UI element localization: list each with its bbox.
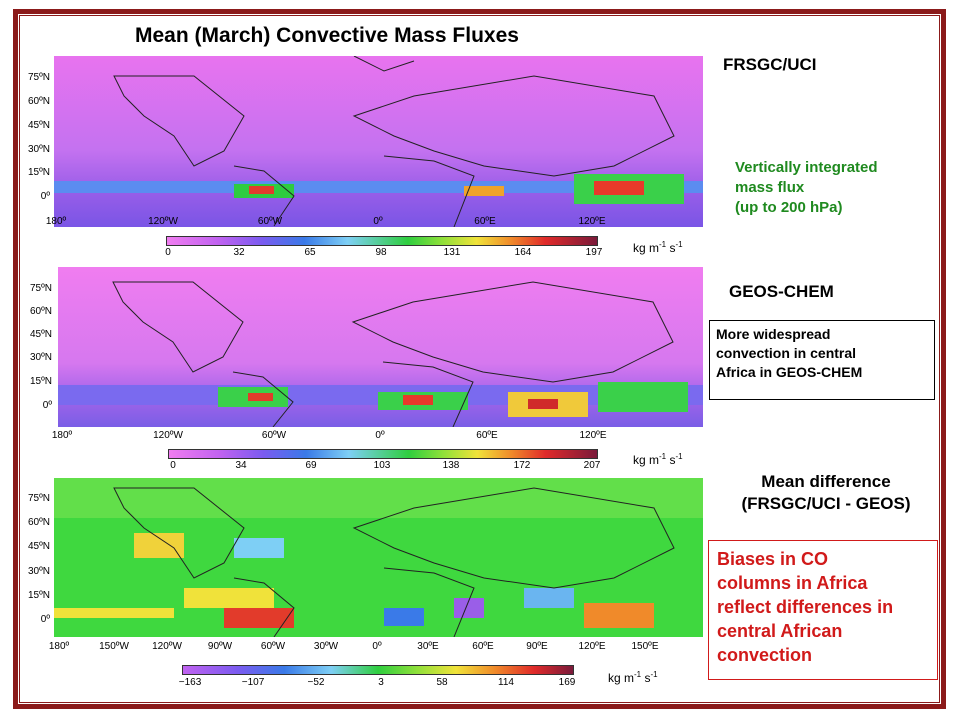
lat-tick: 0º <box>42 400 52 411</box>
inner-frame <box>19 15 940 703</box>
green-note: Vertically integrated mass flux (up to 2… <box>735 158 878 218</box>
colorbar-tick: 98 <box>375 247 387 258</box>
colorbar <box>166 236 598 246</box>
lat-tick: 60ºN <box>30 306 52 317</box>
lat-tick: 75ºN <box>30 283 52 294</box>
colorbar-tick: 197 <box>585 247 603 258</box>
note-line: Biases in CO <box>717 549 829 569</box>
note-line: Vertically integrated <box>735 159 878 176</box>
lon-tick: 120ºW <box>152 641 182 652</box>
colorbar-tick: 169 <box>558 677 576 688</box>
colorbar-tick: 131 <box>443 247 461 258</box>
lat-tick: 15ºN <box>28 167 50 178</box>
map-geoschem <box>58 267 703 427</box>
colorbar-tick: 69 <box>305 460 317 471</box>
lon-tick: 30ºE <box>417 641 439 652</box>
note-line: columns in Africa <box>717 573 868 593</box>
note-line: Africa in GEOS-CHEM <box>716 364 863 380</box>
model-label-frsgc: FRSGC/UCI <box>723 55 817 74</box>
colorbar-tick: 65 <box>304 247 316 258</box>
colorbar-tick: 114 <box>498 677 514 688</box>
lon-tick: 180º <box>48 641 70 652</box>
note-line: central African <box>717 621 843 641</box>
colorbar-tick: 3 <box>378 677 384 688</box>
label-line: (FRSGC/UCI - GEOS) <box>741 494 911 513</box>
lon-tick: 60ºW <box>261 430 287 441</box>
lon-tick: 0º <box>373 216 383 227</box>
lon-tick: 120ºW <box>153 430 183 441</box>
colorbar-tick: 172 <box>513 460 531 471</box>
colorbar-tick: 164 <box>514 247 532 258</box>
unit-label: kg m-1 s-1 <box>633 240 683 255</box>
lat-tick: 30ºN <box>28 144 50 155</box>
colorbar-tick: 34 <box>235 460 247 471</box>
lat-tick: 30ºN <box>30 352 52 363</box>
colorbar-tick: −52 <box>307 677 325 688</box>
lat-tick: 75ºN <box>28 493 50 504</box>
colorbar-tick: 58 <box>436 677 448 688</box>
note-line: reflect differences in <box>717 597 894 617</box>
lon-tick: 180º <box>45 216 67 227</box>
note-line: mass flux <box>735 179 805 196</box>
note-line: convection in central <box>716 345 857 361</box>
map-difference <box>54 478 703 637</box>
lat-tick: 0º <box>40 191 50 202</box>
lon-tick: 120ºE <box>578 216 606 227</box>
lon-tick: 0º <box>375 430 385 441</box>
colorbar-tick: −107 <box>241 677 265 688</box>
note-line: More widespread <box>716 326 831 342</box>
lat-tick: 60ºN <box>28 96 50 107</box>
lon-tick: 120ºW <box>148 216 178 227</box>
lat-tick: 45ºN <box>28 541 50 552</box>
colorbar-tick: −163 <box>178 677 202 688</box>
lon-tick: 60ºW <box>257 216 283 227</box>
red-note-box: Biases in CO columns in Africa reflect d… <box>708 540 938 680</box>
lon-tick: 90ºW <box>207 641 233 652</box>
lon-tick: 0º <box>372 641 382 652</box>
map-frsgc <box>54 56 703 227</box>
slide-title: Mean (March) Convective Mass Fluxes <box>135 24 519 47</box>
colorbar <box>182 665 574 675</box>
lon-tick: 120ºE <box>579 430 607 441</box>
lat-tick: 75ºN <box>28 72 50 83</box>
lon-tick: 60ºE <box>472 641 494 652</box>
lat-tick: 0º <box>40 614 50 625</box>
lon-tick: 90ºE <box>526 641 548 652</box>
lat-tick: 15ºN <box>30 376 52 387</box>
note-box: More widespread convection in central Af… <box>709 320 935 400</box>
colorbar-tick: 207 <box>583 460 601 471</box>
label-line: Mean difference <box>761 472 891 491</box>
colorbar-tick: 32 <box>233 247 245 258</box>
colorbar <box>168 449 598 459</box>
lat-tick: 15ºN <box>28 590 50 601</box>
model-label-difference: Mean difference (FRSGC/UCI - GEOS) <box>713 471 939 515</box>
lon-tick: 60ºE <box>474 216 496 227</box>
lon-tick: 150ºE <box>631 641 659 652</box>
note-line: (up to 200 hPa) <box>735 199 843 216</box>
colorbar-tick: 0 <box>170 460 176 471</box>
lon-tick: 60ºW <box>260 641 286 652</box>
unit-label: kg m-1 s-1 <box>633 452 683 467</box>
lat-tick: 60ºN <box>28 517 50 528</box>
colorbar-tick: 103 <box>373 460 391 471</box>
unit-label: kg m-1 s-1 <box>608 670 658 685</box>
colorbar-tick: 138 <box>442 460 460 471</box>
lon-tick: 30ºW <box>313 641 339 652</box>
lon-tick: 120ºE <box>578 641 606 652</box>
lon-tick: 180º <box>51 430 73 441</box>
lat-tick: 45ºN <box>30 329 52 340</box>
lat-tick: 45ºN <box>28 120 50 131</box>
lat-tick: 30ºN <box>28 566 50 577</box>
lon-tick: 60ºE <box>476 430 498 441</box>
lon-tick: 150ºW <box>99 641 129 652</box>
outer-frame <box>13 9 946 709</box>
colorbar-tick: 0 <box>165 247 171 258</box>
model-label-geoschem: GEOS-CHEM <box>729 282 834 301</box>
note-line: convection <box>717 645 813 665</box>
